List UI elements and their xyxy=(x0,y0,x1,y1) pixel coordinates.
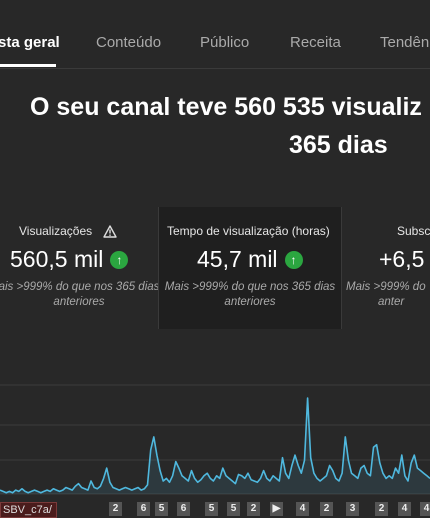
footer-marker[interactable]: 6 xyxy=(137,502,150,516)
card-watch-time[interactable]: Tempo de visualização (horas) 45,7 mil ↑ … xyxy=(159,207,342,329)
footer-marker[interactable]: 5 xyxy=(205,502,218,516)
series-views xyxy=(0,397,430,494)
card-views[interactable]: Visualizações 560,5 mil ↑ ais >999% do qu… xyxy=(0,207,159,329)
footer-marker[interactable]: 2 xyxy=(320,502,333,516)
footer-marker[interactable]: 2 xyxy=(247,502,260,516)
footer-filename: SBV_c7a/ xyxy=(0,502,57,518)
active-tab-indicator xyxy=(0,64,56,67)
card-views-value: 560,5 mil xyxy=(10,246,104,272)
card-watch-time-value: 45,7 mil xyxy=(197,246,278,272)
footer-marker[interactable]: 4 xyxy=(296,502,309,516)
card-watch-time-value-wrap: 45,7 mil ↑ xyxy=(197,246,303,273)
card-watch-time-note: Mais >999% do que nos 365 dias anteriore… xyxy=(159,280,341,310)
tab-audience[interactable]: Público xyxy=(200,34,250,51)
card-views-note-line2: anteriores xyxy=(53,296,105,308)
card-views-note-line1: ais >999% do que nos 365 dias xyxy=(0,281,159,293)
trend-up-icon: ↑ xyxy=(284,251,303,269)
footer-marker[interactable]: 2 xyxy=(109,502,122,516)
footer-marker[interactable]: 5 xyxy=(155,502,168,516)
metric-cards: Visualizações 560,5 mil ↑ ais >999% do qu… xyxy=(0,207,430,329)
footer-marker[interactable]: 6 xyxy=(177,502,190,516)
warning-icon[interactable] xyxy=(103,225,117,238)
card-views-value-wrap: 560,5 mil ↑ xyxy=(10,246,129,273)
card-subscribers-value: +6,5 xyxy=(379,246,425,272)
footer-marker[interactable]: 2 xyxy=(375,502,388,516)
card-watch-time-note-line1: Mais >999% do que nos 365 dias xyxy=(164,281,336,293)
tab-overview[interactable]: sta geral xyxy=(0,34,60,51)
tab-content[interactable]: Conteúdo xyxy=(96,34,162,51)
headline-line2: 365 dias xyxy=(289,131,388,159)
card-views-note: ais >999% do que nos 365 dias anteriores xyxy=(0,280,159,310)
footer-marker[interactable]: 5 xyxy=(227,502,240,516)
tab-bar: sta geral Conteúdo Público Receita Tendê… xyxy=(0,0,430,69)
card-watch-time-title: Tempo de visualização (horas) xyxy=(167,224,330,238)
card-subscribers-note: Mais >999% do anter xyxy=(346,280,430,310)
card-watch-time-note-line2: anteriores xyxy=(224,296,276,308)
trend-up-icon: ↑ xyxy=(110,251,129,269)
tab-revenue[interactable]: Receita xyxy=(290,34,341,51)
series-area xyxy=(0,398,430,494)
series-line xyxy=(0,397,430,494)
card-subscribers-note-line2: anter xyxy=(378,296,405,308)
footer-marker[interactable]: 4 xyxy=(420,502,430,516)
views-line-chart[interactable] xyxy=(0,372,430,496)
headline-line1: O seu canal teve 560 535 visualiz xyxy=(30,93,422,121)
footer-marker[interactable]: 3 xyxy=(346,502,359,516)
tab-trends[interactable]: Tendên xyxy=(380,34,430,51)
footer-marker[interactable]: 4 xyxy=(398,502,411,516)
footer-marker[interactable]: ▶ xyxy=(270,502,283,516)
card-subscribers-title: Subsc xyxy=(397,224,430,238)
card-subscribers[interactable]: Subsc +6,5 Mais >999% do anter xyxy=(342,207,430,329)
card-subscribers-note-line1: Mais >999% do xyxy=(346,281,426,293)
card-views-title: Visualizações xyxy=(19,224,93,238)
